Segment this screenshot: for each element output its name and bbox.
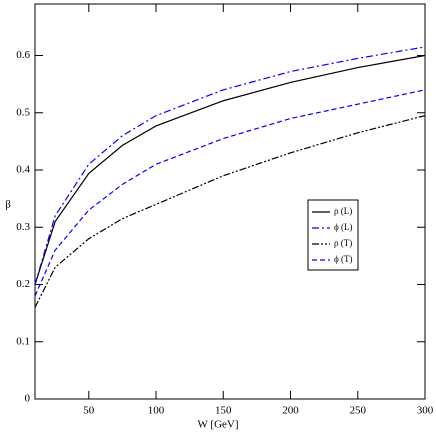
series-line [34, 54, 426, 285]
y-tick-label: 0.3 [16, 221, 30, 233]
series-line [34, 89, 426, 297]
y-tick-label: 0.6 [16, 49, 30, 61]
x-tick-label: 150 [215, 405, 232, 417]
series-line [34, 115, 426, 308]
x-axis-label: W [GeV] [197, 419, 238, 431]
legend-label: ρ (L) [334, 206, 352, 216]
y-tick-label: 0 [25, 393, 31, 405]
y-tick-label: 0.2 [16, 278, 30, 290]
x-tick-label: 250 [350, 405, 367, 417]
y-tick-label: 0.5 [16, 106, 30, 118]
legend-label: ρ (T) [334, 238, 352, 248]
legend-label: ϕ (L) [334, 222, 352, 232]
x-tick-label: 300 [417, 405, 434, 417]
plot-frame [34, 3, 426, 400]
x-tick-label: 50 [83, 405, 95, 417]
x-tick-label: 100 [148, 405, 165, 417]
x-tick-label: 200 [282, 405, 299, 417]
y-tick-label: 0.4 [16, 164, 30, 176]
y-tick-label: 0.1 [16, 335, 30, 347]
series-line [34, 46, 426, 285]
legend-label: ϕ (T) [334, 254, 352, 264]
y-axis-label: β [5, 199, 11, 211]
